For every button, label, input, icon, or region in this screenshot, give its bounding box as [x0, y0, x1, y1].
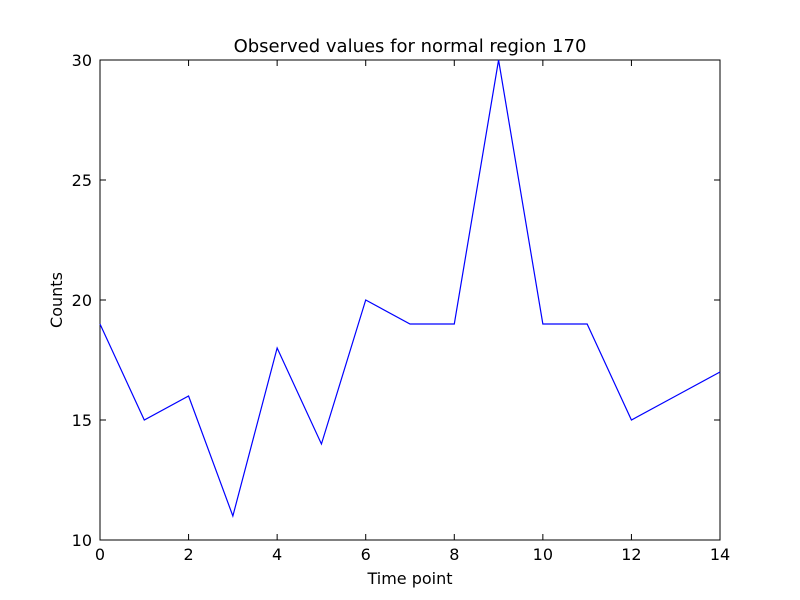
- x-tick-label: 10: [533, 545, 553, 564]
- y-tick-label: 30: [72, 51, 92, 70]
- plot-area: [99, 59, 721, 541]
- x-tick-label: 12: [621, 545, 641, 564]
- tick-labels: 0 2 4 6 8 10 12 14 10 15 20 25 30: [72, 51, 731, 564]
- y-tick-label: 10: [72, 531, 92, 550]
- x-tick-label: 8: [449, 545, 459, 564]
- axis-ticks: [99, 59, 721, 541]
- x-tick-label: 6: [361, 545, 371, 564]
- x-tick-label: 2: [183, 545, 193, 564]
- x-tick-label: 4: [272, 545, 282, 564]
- series-layer: [99, 59, 721, 518]
- series-line-0: [99, 59, 721, 518]
- y-tick-label: 25: [72, 171, 92, 190]
- y-tick-label: 15: [72, 411, 92, 430]
- y-axis-label: Counts: [47, 272, 66, 328]
- y-tick-label: 20: [72, 291, 92, 310]
- x-tick-label: 0: [95, 545, 105, 564]
- x-axis-label: Time point: [366, 569, 452, 588]
- plot-frame: [99, 59, 721, 541]
- x-tick-label: 14: [710, 545, 730, 564]
- chart-title: Observed values for normal region 170: [234, 36, 587, 57]
